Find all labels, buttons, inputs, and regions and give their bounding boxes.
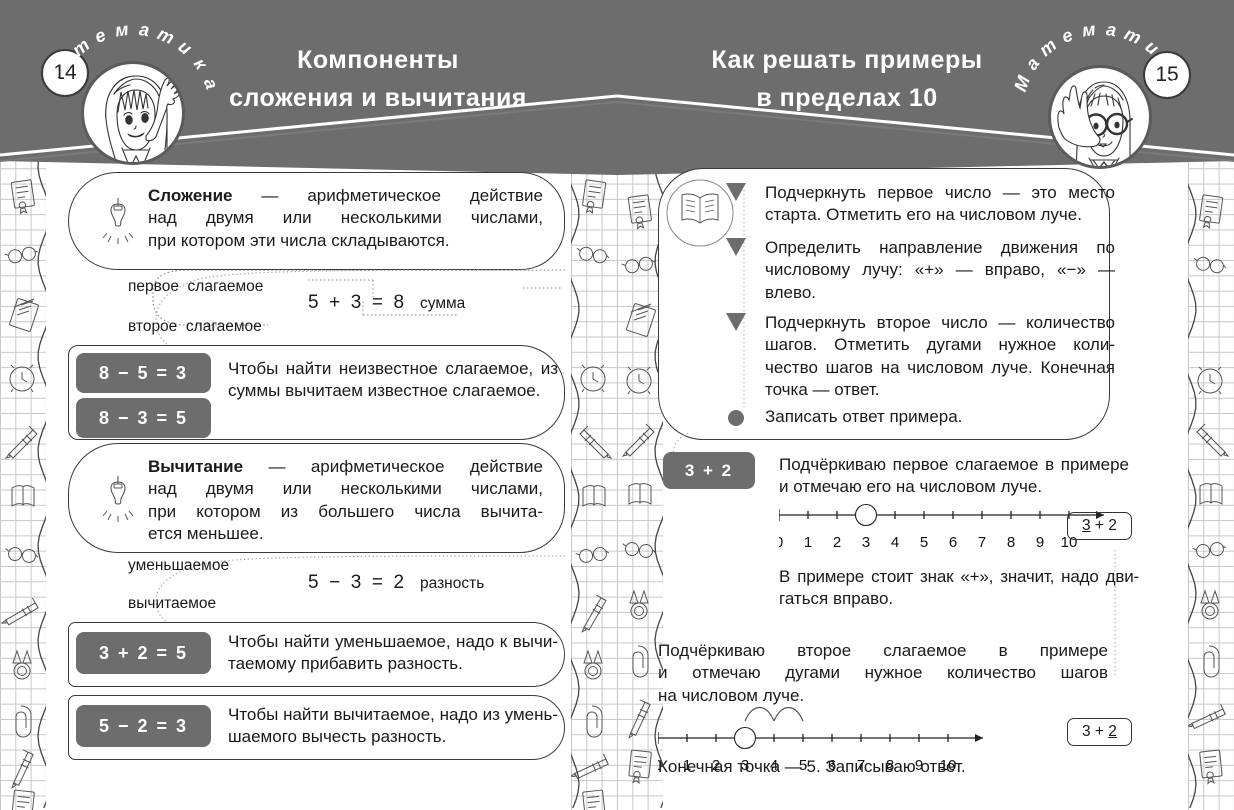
svg-text:т: т xyxy=(68,35,93,61)
svg-text:2: 2 xyxy=(833,534,841,551)
svg-text:М: М xyxy=(43,72,67,94)
svg-text:м: м xyxy=(114,19,130,41)
svg-text:7: 7 xyxy=(978,534,986,551)
svg-text:а: а xyxy=(138,19,151,40)
svg-text:8: 8 xyxy=(1007,534,1015,551)
svg-text:м: м xyxy=(1081,19,1097,41)
svg-text:1: 1 xyxy=(804,534,812,551)
svg-text:4: 4 xyxy=(891,534,899,551)
svg-text:т: т xyxy=(155,23,178,48)
svg-text:6: 6 xyxy=(949,534,957,551)
svg-text:3: 3 xyxy=(862,534,870,551)
svg-text:0: 0 xyxy=(779,534,783,551)
svg-text:е: е xyxy=(92,25,109,47)
svg-text:5: 5 xyxy=(920,534,928,551)
svg-text:9: 9 xyxy=(1036,534,1044,551)
svg-text:а: а xyxy=(54,54,76,74)
